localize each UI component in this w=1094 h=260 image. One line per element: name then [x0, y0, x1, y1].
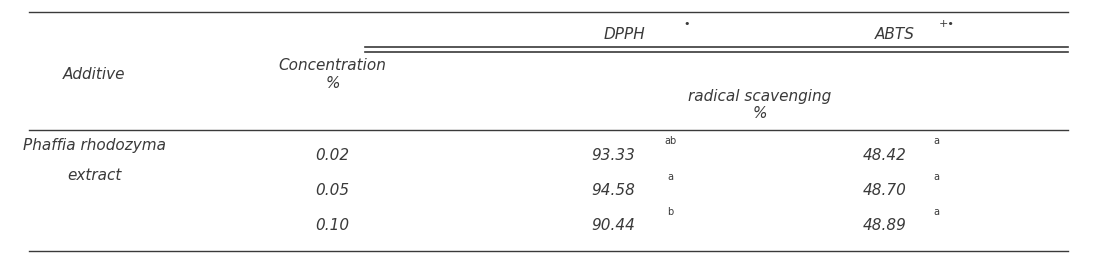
- Text: ABTS: ABTS: [875, 27, 915, 42]
- Text: 0.10: 0.10: [315, 218, 349, 233]
- Text: a: a: [933, 207, 939, 217]
- Text: Concentration
%: Concentration %: [279, 58, 386, 91]
- Text: 0.02: 0.02: [315, 148, 349, 163]
- Text: a: a: [667, 172, 673, 181]
- Text: Phaffia rhodozyma: Phaffia rhodozyma: [23, 138, 166, 153]
- Text: •: •: [683, 19, 689, 29]
- Text: 48.42: 48.42: [862, 148, 906, 163]
- Text: b: b: [667, 207, 673, 217]
- Text: 0.05: 0.05: [315, 183, 349, 198]
- Text: DPPH: DPPH: [604, 27, 645, 42]
- Text: extract: extract: [67, 168, 121, 183]
- Text: +•: +•: [939, 19, 955, 29]
- Text: radical scavenging
%: radical scavenging %: [688, 89, 831, 121]
- Text: ab: ab: [664, 136, 676, 146]
- Text: 93.33: 93.33: [592, 148, 636, 163]
- Text: 94.58: 94.58: [592, 183, 636, 198]
- Text: 90.44: 90.44: [592, 218, 636, 233]
- Text: Additive: Additive: [63, 67, 126, 82]
- Text: 48.70: 48.70: [862, 183, 906, 198]
- Text: a: a: [933, 172, 939, 181]
- Text: a: a: [933, 136, 939, 146]
- Text: 48.89: 48.89: [862, 218, 906, 233]
